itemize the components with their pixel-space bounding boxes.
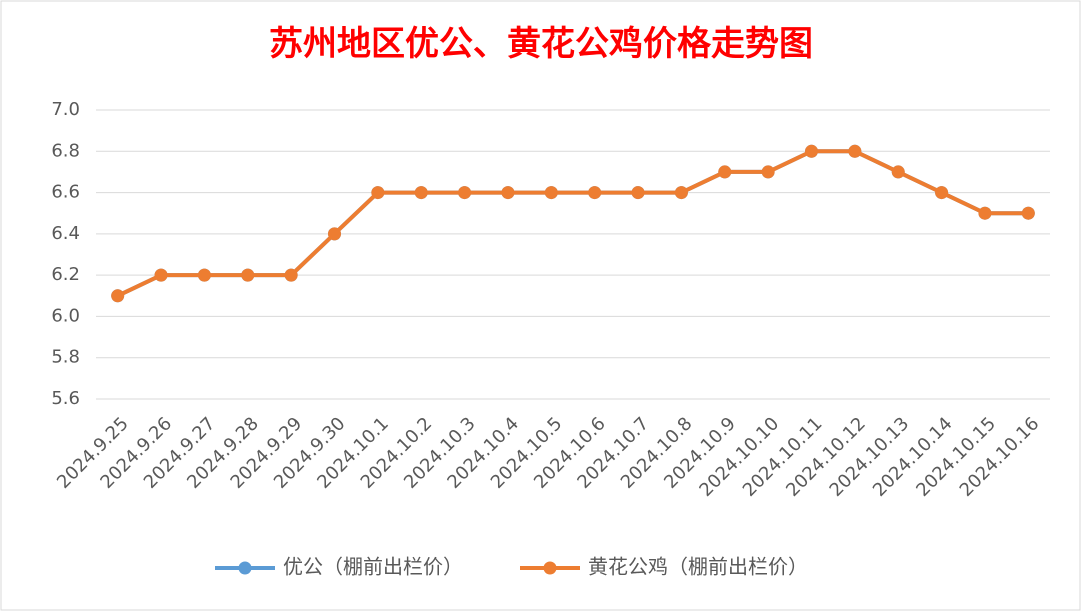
point-marker: [718, 165, 732, 179]
point-marker: [848, 144, 862, 158]
point-marker: [631, 186, 645, 200]
y-tick-label: 6.4: [51, 223, 80, 244]
point-marker: [197, 268, 211, 282]
point-marker: [328, 227, 341, 241]
series-line: [116, 149, 1029, 298]
point-marker: [371, 186, 385, 200]
y-tick-label: 6.6: [51, 182, 80, 203]
point-marker: [588, 186, 602, 200]
point-marker: [761, 165, 775, 179]
y-tick-label: 5.8: [51, 347, 80, 368]
y-tick-label: 6.0: [51, 305, 80, 326]
point-marker: [1021, 206, 1035, 220]
y-tick-label: 6.8: [51, 140, 80, 161]
point-marker: [111, 289, 125, 303]
point-marker: [544, 186, 558, 200]
y-tick-label: 5.6: [51, 388, 80, 409]
y-tick-label: 6.2: [51, 264, 80, 285]
legend-marker: [238, 561, 252, 575]
legend-label: 黄花公鸡（棚前出栏价）: [588, 555, 808, 579]
point-marker: [978, 206, 992, 220]
legend-marker: [543, 561, 557, 575]
point-marker: [414, 186, 428, 200]
point-marker: [154, 268, 168, 282]
point-marker: [458, 186, 472, 200]
point-marker: [674, 186, 688, 200]
point-marker: [805, 144, 818, 158]
point-marker: [891, 165, 905, 179]
point-marker: [241, 268, 255, 282]
point-marker: [501, 186, 515, 200]
y-tick-label: 7.0: [51, 99, 80, 120]
point-marker: [284, 268, 298, 282]
chart-title: 苏州地区优公、黄花公鸡价格走势图: [269, 24, 813, 64]
legend-label: 优公（棚前出栏价）: [283, 555, 463, 579]
point-marker: [935, 186, 949, 200]
